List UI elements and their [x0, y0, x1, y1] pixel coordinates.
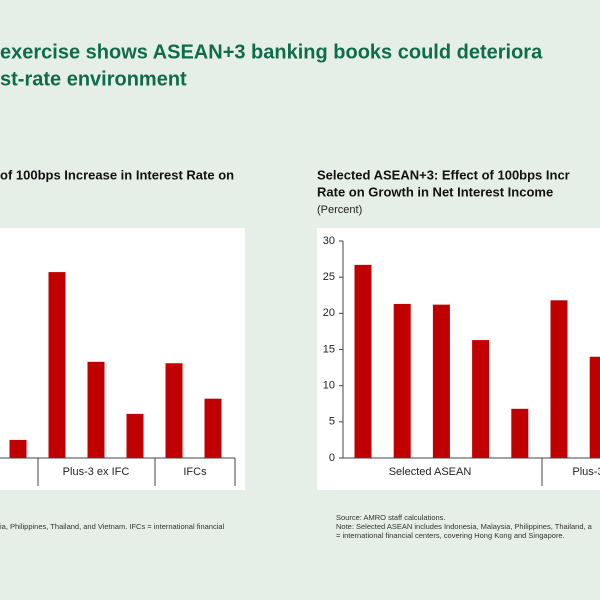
y-tick-label: 30 — [323, 235, 335, 247]
bar — [354, 264, 372, 458]
bar — [511, 408, 529, 458]
plot-area — [0, 228, 245, 490]
y-tick-label: 5 — [329, 416, 335, 428]
note: Source: AMRO staff calculations. — [336, 513, 446, 522]
chart-subtitle: (Percent) — [317, 204, 362, 216]
bar — [550, 300, 568, 458]
group-label: Selected ASEAN — [389, 466, 472, 478]
y-tick-label: 25 — [323, 271, 335, 283]
y-tick-label: 10 — [323, 380, 335, 392]
bar — [126, 413, 144, 458]
bar — [48, 272, 66, 458]
slide-title: st-rate environment — [0, 68, 187, 90]
slide-title: exercise shows ASEAN+3 banking books cou… — [0, 41, 543, 63]
group-label: Plus-3 — [572, 466, 600, 478]
chart-title: Selected ASEAN+3: Effect of 100bps Incr — [317, 167, 570, 182]
chart-title: of 100bps Increase in Interest Rate on — [0, 167, 234, 182]
bar — [204, 398, 222, 458]
y-tick-label: 20 — [323, 307, 335, 319]
bar — [589, 356, 600, 458]
y-tick-label: 0 — [329, 452, 335, 464]
note: = international financial centers, cover… — [336, 531, 565, 540]
y-tick-label: 15 — [323, 343, 335, 355]
bar — [472, 340, 490, 458]
bar — [87, 361, 105, 458]
bar — [165, 363, 183, 458]
group-label: Plus-3 ex IFC — [63, 466, 130, 478]
bar — [393, 303, 411, 458]
bar — [9, 439, 27, 458]
chart-title: Rate on Growth in Net Interest Income — [317, 184, 553, 199]
bar — [432, 304, 450, 458]
note: Note: Selected ASEAN includes Indonesia,… — [336, 522, 593, 531]
group-label: IFCs — [183, 466, 207, 478]
note: ia, Philippines, Thailand, and Vietnam. … — [0, 522, 225, 531]
